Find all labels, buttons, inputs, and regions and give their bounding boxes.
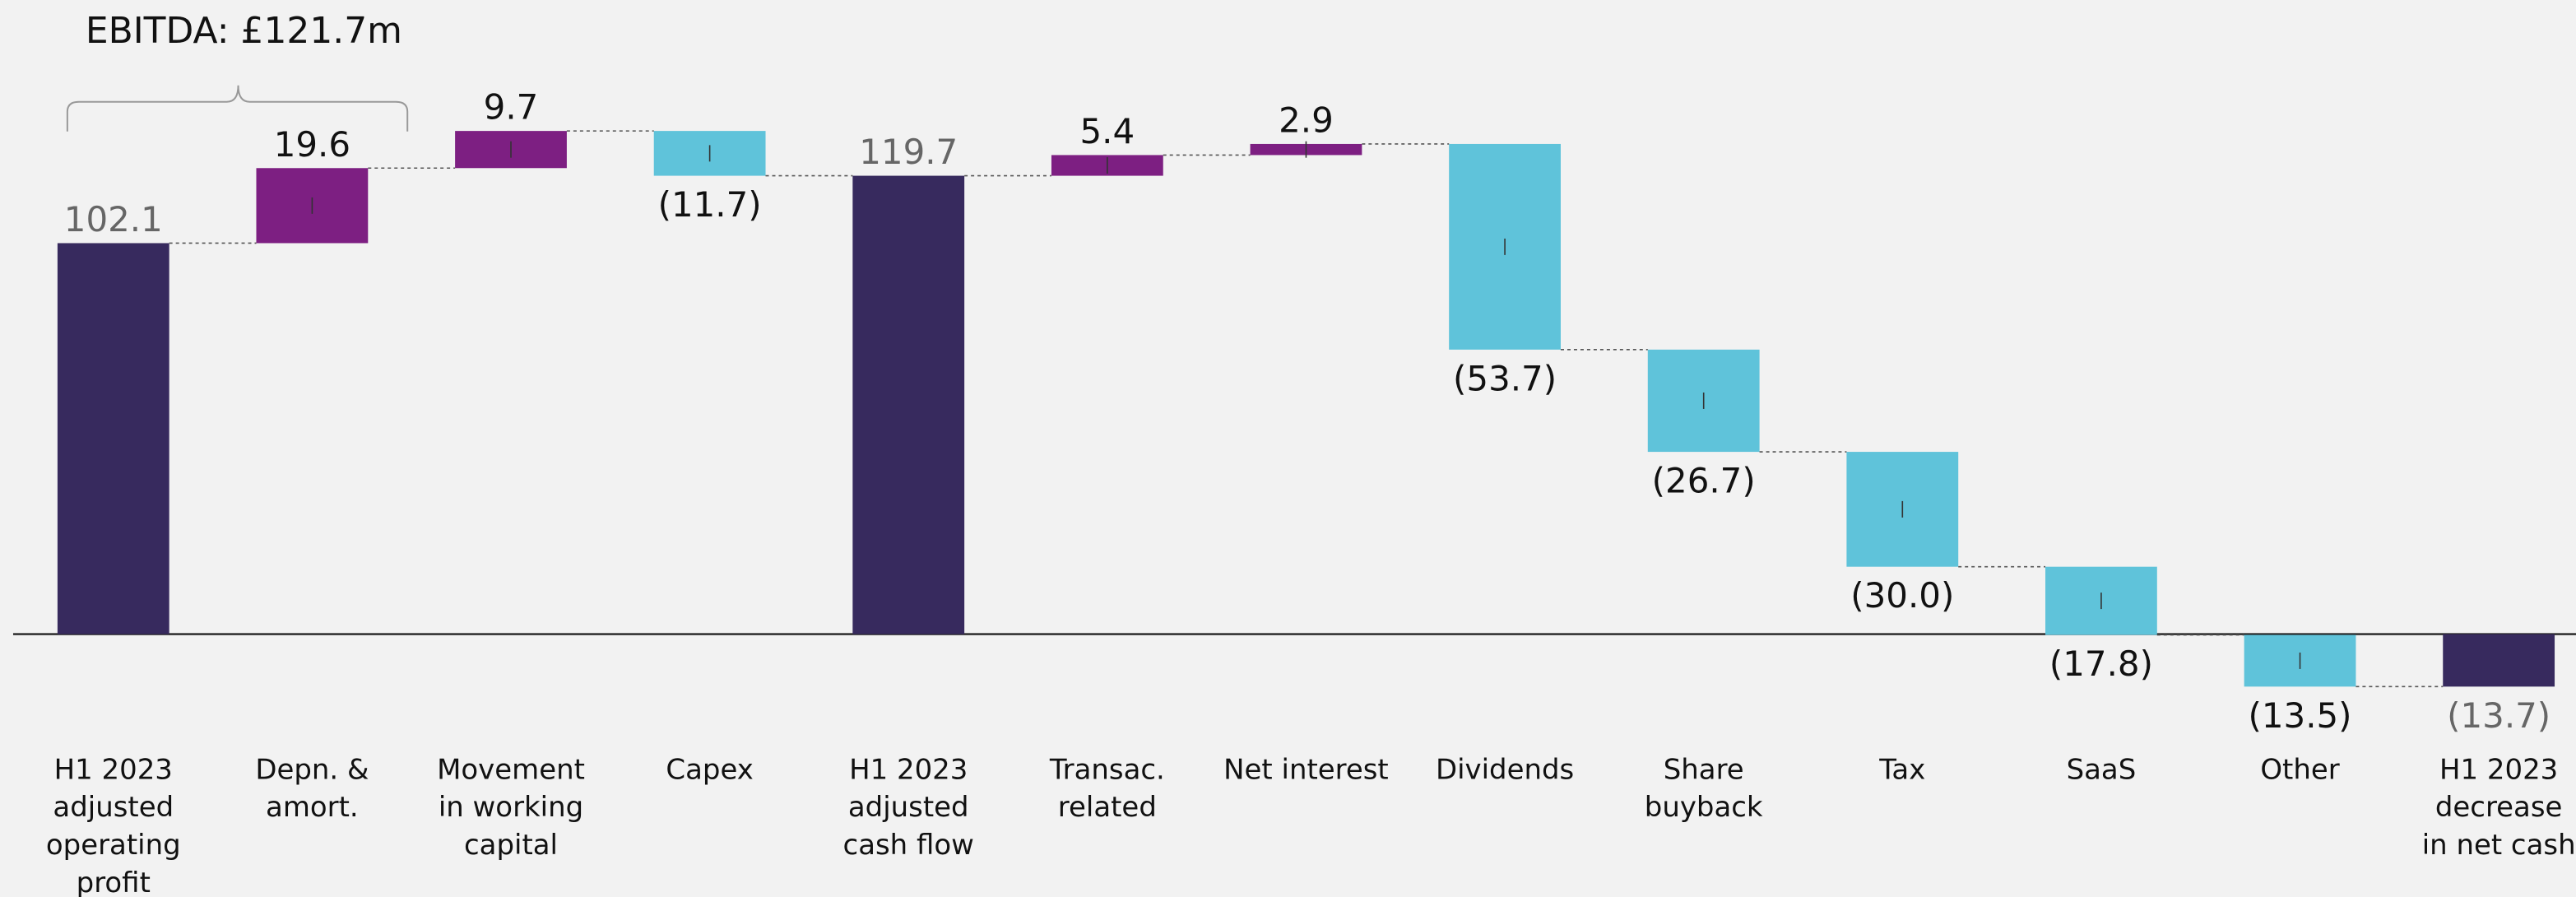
x-tick-label: Net interest: [1223, 753, 1389, 786]
bar: [57, 243, 169, 634]
value-label: (11.7): [658, 184, 762, 225]
value-label: (13.5): [2249, 695, 2352, 736]
x-tick-label: Tax: [1878, 753, 1925, 786]
x-tick-label: Other: [2260, 753, 2339, 786]
value-label: 102.1: [64, 199, 163, 239]
annotation: EBITDA: £121.7m: [86, 10, 402, 52]
x-tick-label: Share buyback: [1645, 753, 1763, 824]
x-tick-label: H1 2023 adjusted operating profit: [46, 753, 181, 897]
bar: [2443, 634, 2555, 687]
x-tick-label: SaaS: [2067, 753, 2137, 786]
value-label: 2.9: [1279, 100, 1334, 140]
value-label: (30.0): [1850, 575, 1954, 616]
value-label: (13.7): [2447, 695, 2550, 736]
x-tick-label: Depn. & amort.: [255, 753, 369, 824]
value-label: (17.8): [2049, 644, 2153, 684]
x-tick-label: Capex: [666, 753, 753, 786]
x-tick-label: H1 2023 adjusted cash flow: [843, 753, 974, 862]
bracket: [66, 85, 409, 132]
x-tick-label: Movement in working capital: [437, 753, 585, 862]
x-tick-label: Dividends: [1436, 753, 1574, 786]
bar: [852, 175, 965, 634]
x-tick-label: Transac. related: [1049, 753, 1165, 824]
value-label: (26.7): [1652, 461, 1756, 501]
value-label: 19.6: [274, 124, 350, 165]
value-label: 9.7: [484, 87, 539, 128]
value-label: (53.7): [1453, 358, 1557, 398]
value-label: 5.4: [1080, 111, 1135, 151]
value-label: 119.7: [859, 132, 958, 172]
x-tick-label: H1 2023 decrease in net cash: [2422, 753, 2576, 862]
